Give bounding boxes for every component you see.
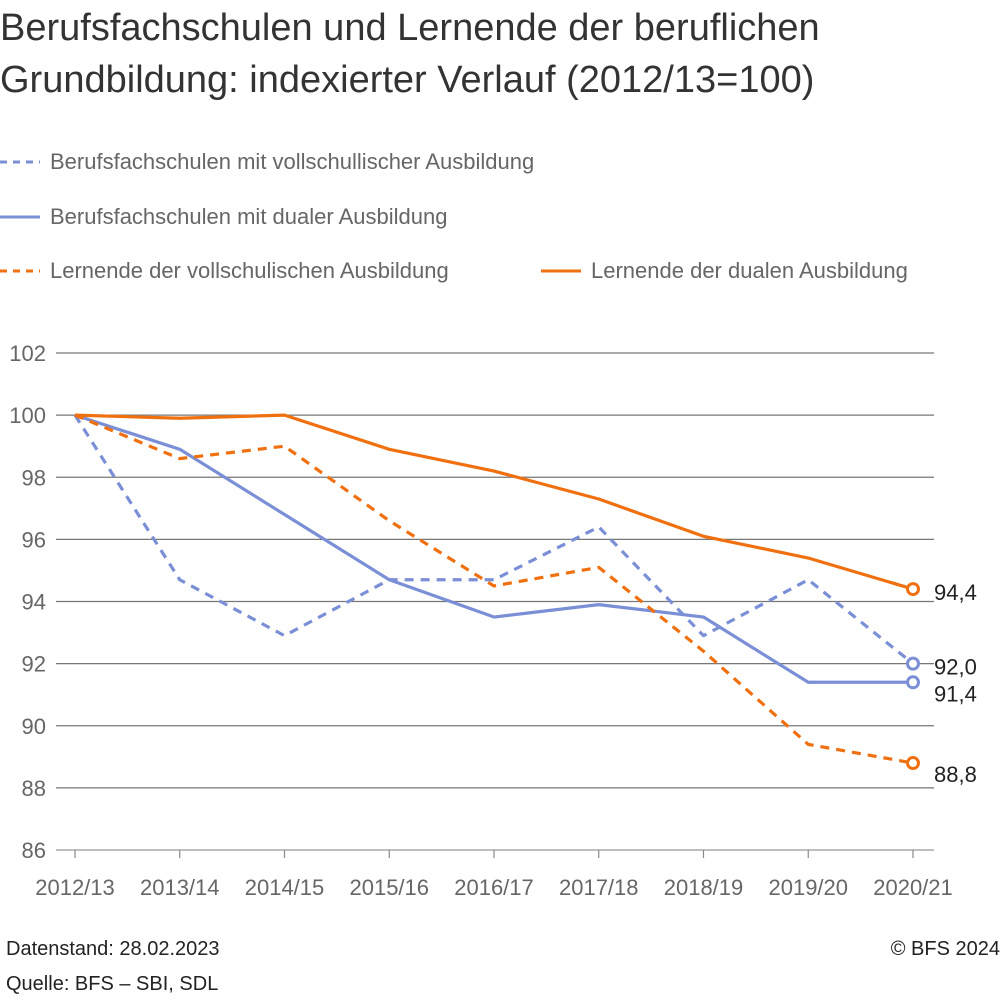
y-tick-label-102: 102: [9, 341, 46, 366]
line-chart: 86 88 90 92 94 96 98 100 102 2012/13 2013/14 2014/…: [9, 341, 977, 900]
x-axis: 2012/13 2013/14 2014/15 2015/16 2016/17 2017/…: [35, 850, 953, 900]
legend-item-series-0[interactable]: Berufsfachschulen mit vollschullischer A…: [0, 147, 534, 177]
x-tick-label-6: 2018/19: [664, 875, 744, 900]
y-tick-label-100: 100: [9, 403, 46, 428]
chart-title: Berufsfachschulen und Lernende der beruf…: [0, 2, 1000, 106]
x-tick-label-4: 2016/17: [454, 875, 534, 900]
x-tick-label-0: 2012/13: [35, 875, 115, 900]
y-tick-label-88: 88: [22, 776, 46, 801]
x-tick-label-8: 2020/21: [873, 875, 953, 900]
x-tick-label-2: 2014/15: [245, 875, 325, 900]
y-tick-label-94: 94: [22, 590, 46, 615]
x-tick-label-1: 2013/14: [140, 875, 220, 900]
x-tick-label-7: 2019/20: [768, 875, 848, 900]
footer-datenstand: Datenstand: 28.02.2023: [6, 938, 220, 960]
series-line-1: [74, 413, 913, 684]
series-line-3: [74, 413, 914, 591]
legend-label: Berufsfachschulen mit dualer Ausbildung: [50, 204, 448, 229]
series-line-2: [74, 413, 914, 765]
footer-quelle: Quelle: BFS – SBI, SDL: [6, 973, 219, 995]
series-end-marker-3: [906, 582, 920, 597]
grid-lines: [56, 352, 934, 851]
y-tick-label-86: 86: [22, 838, 46, 863]
legend-label: Berufsfachschulen mit vollschullischer A…: [50, 149, 535, 174]
series-end-label-1: 91,4: [934, 681, 977, 706]
series-line-0: [73, 414, 915, 665]
end-labels: 92,091,4 88,8 94,4: [934, 580, 977, 787]
legend-swatch-dashed-orange-icon: [0, 269, 40, 273]
y-tick-label-92: 92: [22, 652, 46, 677]
series-end-label-3: 94,4: [934, 580, 977, 605]
legend-item-series-2[interactable]: Lernende der vollschulischen Ausbildung: [0, 256, 449, 286]
legend-swatch-solid-blue-icon: [0, 215, 40, 219]
y-axis: 86 88 90 92 94 96 98 100 102: [9, 341, 46, 863]
y-tick-label-98: 98: [22, 465, 46, 490]
series-end-marker-0: [906, 656, 920, 671]
x-tick-label-3: 2015/16: [349, 875, 429, 900]
legend-item-series-3[interactable]: Lernende der dualen Ausbildung: [541, 256, 908, 286]
y-tick-label-96: 96: [22, 527, 46, 552]
x-tick-label-5: 2017/18: [559, 875, 639, 900]
legend-item-series-1[interactable]: Berufsfachschulen mit dualer Ausbildung: [0, 202, 447, 232]
series-end-marker-2: [906, 756, 920, 771]
series-lines: [73, 413, 920, 771]
legend-swatch-solid-orange-icon: [541, 269, 581, 273]
footer-copyright: © BFS 2024: [890, 938, 1000, 960]
series-end-label-0: 92,0: [934, 655, 977, 680]
series-end-marker-1: [906, 675, 920, 690]
chart-title-line-1: Berufsfachschulen und Lernende der beruf…: [0, 7, 820, 49]
chart-title-line-2: Grundbildung: indexierter Verlauf (2012/…: [0, 59, 815, 101]
series-end-label-2: 88,8: [934, 762, 977, 787]
legend-label: Lernende der vollschulischen Ausbildung: [50, 258, 449, 283]
legend-swatch-dashed-blue-icon: [0, 160, 40, 164]
legend-label: Lernende der dualen Ausbildung: [591, 258, 908, 283]
y-tick-label-90: 90: [22, 714, 46, 739]
